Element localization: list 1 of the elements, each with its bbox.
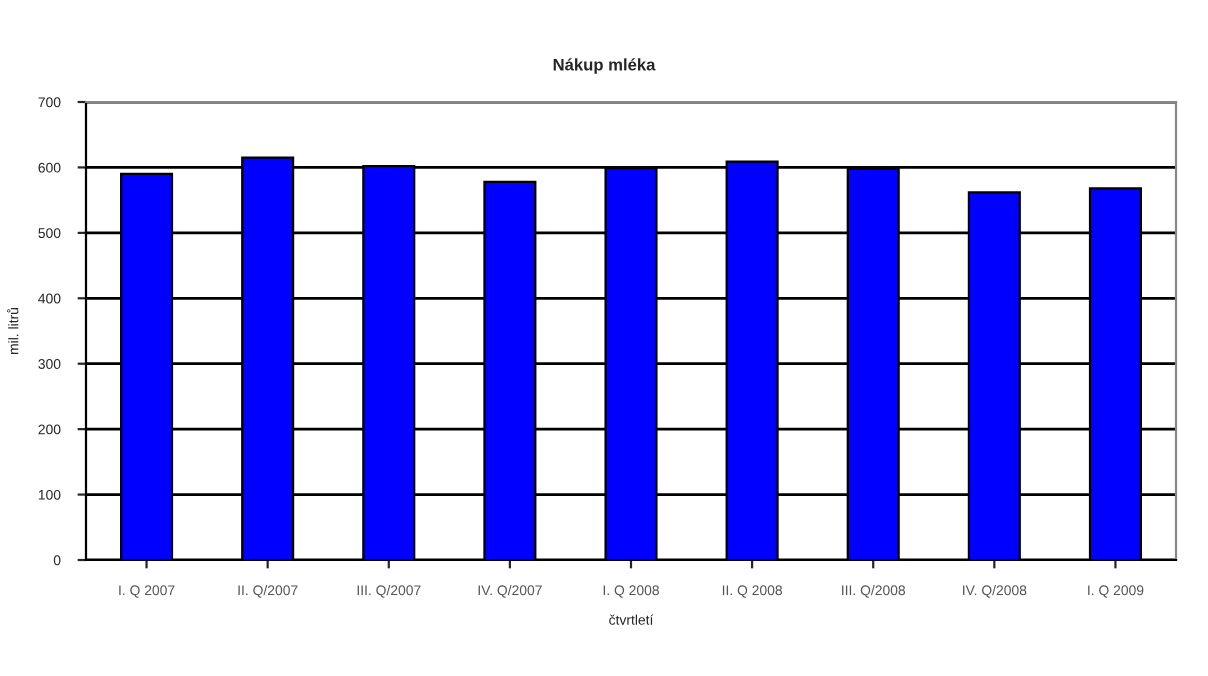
chart-title: Nákup mléka [553,58,656,74]
